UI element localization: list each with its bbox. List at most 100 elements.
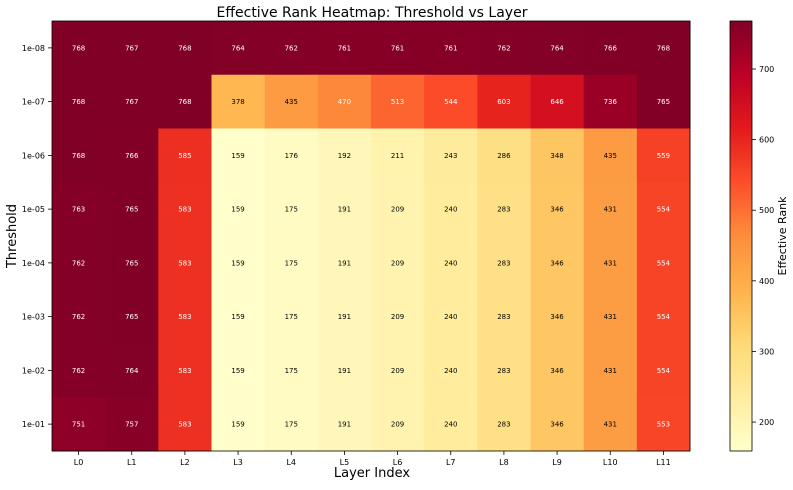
cell-value-label: 751 bbox=[72, 421, 85, 429]
cell-value-label: 513 bbox=[391, 98, 404, 106]
heatmap-cells bbox=[52, 21, 691, 452]
cell-value-label: 175 bbox=[285, 206, 298, 214]
heatmap-cell bbox=[371, 289, 425, 344]
heatmap-cell bbox=[158, 289, 212, 344]
heatmap-cell bbox=[52, 74, 106, 129]
y-tick-label: 1e-06 bbox=[22, 151, 45, 160]
cell-value-label: 283 bbox=[497, 206, 510, 214]
cell-value-label: 192 bbox=[338, 152, 351, 160]
heatmap-cell bbox=[211, 182, 266, 237]
cell-value-label: 554 bbox=[657, 259, 671, 267]
heatmap-cell bbox=[105, 21, 159, 76]
heatmap-cell bbox=[477, 182, 531, 237]
cell-value-label: 768 bbox=[178, 98, 191, 106]
cell-value-label: 240 bbox=[444, 367, 457, 375]
cell-value-label: 243 bbox=[444, 152, 457, 160]
heatmap-cell bbox=[52, 21, 106, 76]
colorbar-tick-label: 300 bbox=[759, 347, 774, 356]
heatmap-cell bbox=[52, 182, 106, 237]
cell-value-label: 583 bbox=[178, 206, 191, 214]
colorbar-tick-label: 200 bbox=[759, 418, 774, 427]
heatmap-cell bbox=[424, 74, 478, 129]
cell-value-label: 768 bbox=[72, 98, 85, 106]
cell-value-label: 762 bbox=[72, 259, 85, 267]
colorbar bbox=[729, 20, 753, 452]
cell-value-label: 346 bbox=[550, 421, 564, 429]
cell-value-label: 283 bbox=[497, 259, 510, 267]
heatmap-cell bbox=[52, 236, 106, 291]
heatmap-cell bbox=[105, 236, 159, 291]
heatmap-cell bbox=[424, 182, 478, 237]
cell-value-label: 585 bbox=[178, 152, 191, 160]
heatmap-cell bbox=[211, 343, 266, 398]
cell-value-label: 544 bbox=[444, 98, 458, 106]
heatmap-cell bbox=[477, 236, 531, 291]
cell-value-label: 554 bbox=[657, 313, 671, 321]
heatmap-cell bbox=[264, 128, 319, 183]
x-tick-label: L2 bbox=[180, 458, 190, 467]
cell-value-label: 768 bbox=[178, 44, 191, 52]
cell-value-label: 583 bbox=[178, 313, 191, 321]
cell-value-label: 646 bbox=[550, 98, 564, 106]
heatmap-cell bbox=[636, 289, 691, 344]
heatmap-cell bbox=[52, 289, 106, 344]
heatmap-cell bbox=[530, 21, 585, 76]
cell-value-label: 159 bbox=[231, 152, 244, 160]
heatmap-cell bbox=[530, 289, 585, 344]
heatmap-cell bbox=[317, 21, 372, 76]
plot-frame bbox=[51, 20, 691, 452]
cell-value-label: 765 bbox=[125, 206, 138, 214]
x-tick-label: L0 bbox=[74, 458, 84, 467]
cell-value-label: 762 bbox=[72, 313, 85, 321]
cell-value-label: 191 bbox=[338, 421, 351, 429]
cell-value-label: 765 bbox=[125, 313, 138, 321]
y-tick-label: 1e-02 bbox=[22, 366, 45, 375]
cell-value-label: 240 bbox=[444, 206, 457, 214]
cell-value-label: 283 bbox=[497, 313, 510, 321]
cell-value-label: 240 bbox=[444, 421, 457, 429]
heatmap-cell bbox=[636, 128, 691, 183]
heatmap-cell bbox=[317, 74, 372, 129]
cell-value-label: 240 bbox=[444, 313, 457, 321]
cell-value-label: 431 bbox=[604, 206, 617, 214]
cell-value-label: 159 bbox=[231, 206, 244, 214]
heatmap-cell bbox=[317, 289, 372, 344]
heatmap-cell bbox=[477, 397, 531, 452]
cell-value-label: 435 bbox=[285, 98, 298, 106]
heatmap-cell bbox=[371, 21, 425, 76]
colorbar-tick-label: 500 bbox=[759, 206, 774, 215]
heatmap-cell bbox=[105, 74, 159, 129]
cell-value-label: 764 bbox=[550, 44, 564, 52]
heatmap-cell bbox=[477, 74, 531, 129]
heatmap-cell bbox=[158, 182, 212, 237]
heatmap-cell bbox=[424, 289, 478, 344]
heatmap-cell bbox=[636, 182, 691, 237]
cell-value-label: 159 bbox=[231, 259, 244, 267]
y-tick-label: 1e-01 bbox=[22, 420, 45, 429]
heatmap-cell bbox=[317, 397, 372, 452]
cell-value-label: 765 bbox=[125, 259, 138, 267]
cell-value-label: 346 bbox=[550, 367, 564, 375]
cell-value-label: 761 bbox=[338, 44, 351, 52]
heatmap-cell bbox=[317, 182, 372, 237]
heatmap-cell bbox=[371, 236, 425, 291]
cell-value-label: 176 bbox=[285, 152, 299, 160]
cell-value-label: 766 bbox=[604, 44, 618, 52]
x-tick-label: L7 bbox=[446, 458, 456, 467]
cell-value-label: 431 bbox=[604, 313, 617, 321]
cell-value-label: 435 bbox=[604, 152, 617, 160]
heatmap-cell bbox=[52, 343, 106, 398]
cell-value-label: 431 bbox=[604, 421, 617, 429]
cell-value-label: 470 bbox=[338, 98, 351, 106]
cell-value-label: 768 bbox=[72, 44, 85, 52]
heatmap-cell bbox=[530, 128, 585, 183]
heatmap-cell bbox=[583, 343, 638, 398]
heatmap-cell bbox=[264, 21, 319, 76]
heatmap-cell bbox=[211, 397, 266, 452]
heatmap-cell bbox=[583, 74, 638, 129]
heatmap-cell bbox=[211, 236, 266, 291]
cell-value-label: 603 bbox=[497, 98, 510, 106]
heatmap-cell bbox=[477, 128, 531, 183]
heatmap-cell bbox=[477, 21, 531, 76]
cell-value-label: 762 bbox=[285, 44, 298, 52]
